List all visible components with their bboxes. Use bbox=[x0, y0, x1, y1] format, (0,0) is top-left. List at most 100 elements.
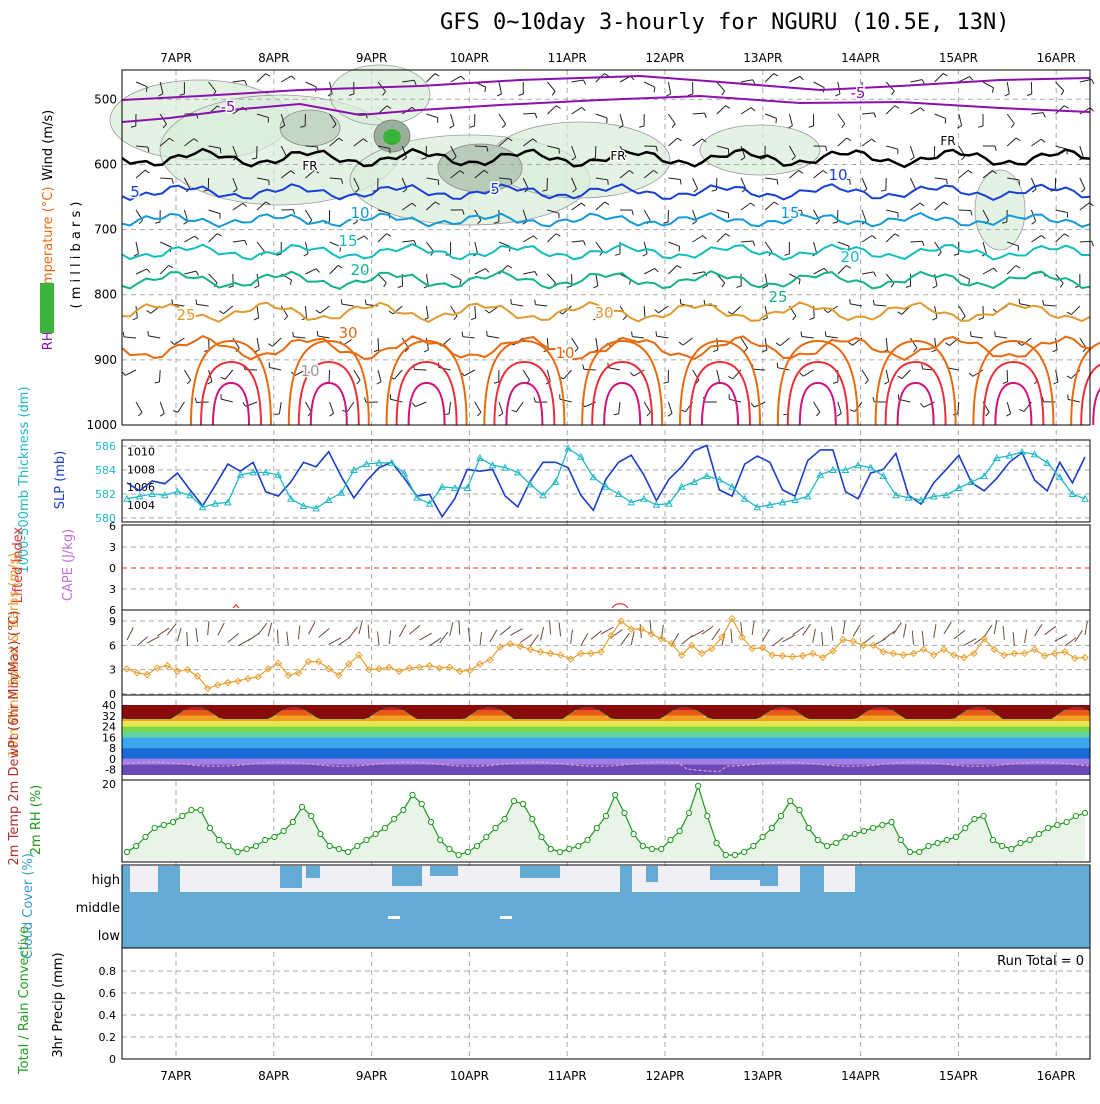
rh-point bbox=[732, 852, 737, 857]
wind-barb bbox=[647, 412, 650, 416]
wind-barb bbox=[292, 76, 296, 79]
wind-barb bbox=[184, 222, 188, 225]
wind-barb bbox=[802, 336, 814, 338]
wind-barb bbox=[693, 236, 703, 242]
wind-barb bbox=[995, 336, 1007, 338]
contour-label: 30 bbox=[594, 304, 613, 322]
wind-barb bbox=[1031, 235, 1041, 242]
surface-wind-barb bbox=[853, 624, 860, 636]
wind-barb bbox=[519, 94, 524, 95]
rh-point bbox=[567, 846, 572, 851]
surface-wind-barb bbox=[954, 630, 965, 638]
cloud-level-label: low bbox=[98, 929, 121, 944]
rh-point bbox=[355, 843, 360, 848]
wind-barb bbox=[619, 402, 620, 414]
wind-barb bbox=[789, 76, 800, 82]
wind-barb bbox=[1064, 234, 1068, 237]
wind-barb bbox=[838, 242, 849, 246]
wind-barb bbox=[535, 272, 537, 276]
rh-point bbox=[990, 837, 995, 842]
rh-point bbox=[696, 783, 701, 788]
wind-barb bbox=[910, 178, 915, 189]
wind-barb bbox=[644, 210, 650, 220]
temperature-contour bbox=[702, 383, 738, 425]
wind-barb bbox=[1054, 382, 1058, 384]
cloud-bar bbox=[880, 866, 890, 886]
wind-barb bbox=[668, 178, 680, 179]
wind-barb bbox=[155, 222, 160, 223]
wind-barb bbox=[184, 236, 194, 242]
wind-barb bbox=[596, 114, 607, 118]
wind-barb bbox=[1020, 304, 1032, 306]
temperature-band bbox=[122, 748, 1090, 759]
wind-barb bbox=[475, 306, 476, 318]
wind-barb bbox=[969, 373, 973, 376]
wind-barb bbox=[741, 108, 751, 114]
temperature-contour bbox=[409, 383, 445, 425]
wind-barb bbox=[705, 113, 707, 118]
surface-wind-barb bbox=[177, 628, 181, 642]
wind-barb bbox=[1056, 210, 1068, 212]
rh-point bbox=[272, 834, 277, 839]
wind-barb bbox=[993, 268, 997, 272]
rh-point bbox=[263, 837, 268, 842]
wind-barb bbox=[983, 242, 986, 254]
wind-barb bbox=[842, 124, 845, 128]
wind-barb bbox=[426, 114, 437, 118]
wind-barb bbox=[765, 178, 777, 180]
wind-speed-line bbox=[127, 619, 1085, 689]
wind-barb bbox=[330, 402, 334, 413]
li-tick-label: 3 bbox=[109, 583, 116, 596]
wind-barb bbox=[552, 91, 555, 95]
wind-barb bbox=[824, 309, 828, 312]
surface-wind-barb bbox=[712, 629, 720, 640]
wind-barb bbox=[221, 377, 226, 379]
rh-point bbox=[953, 834, 958, 839]
surface-wind-barb bbox=[672, 633, 679, 645]
slp-tick-label: 1008 bbox=[127, 463, 155, 476]
rh-point bbox=[788, 798, 793, 803]
surface-wind-barb bbox=[831, 627, 832, 641]
wind-barb bbox=[1061, 91, 1064, 95]
wind-barb bbox=[672, 124, 675, 128]
wind-barb bbox=[995, 331, 996, 336]
cloud-bar bbox=[900, 866, 930, 892]
wind-barb bbox=[254, 286, 259, 288]
wind-barb bbox=[803, 370, 813, 376]
cloud-level-label: high bbox=[92, 873, 120, 888]
pressure-tick-label: 700 bbox=[94, 223, 117, 237]
surface-wind-barb bbox=[1085, 621, 1087, 635]
wind-barb bbox=[799, 170, 803, 173]
wind-barb bbox=[717, 210, 729, 213]
wind-barb bbox=[692, 221, 696, 224]
precip-tick-label: 0.6 bbox=[99, 987, 117, 1000]
wind-barb bbox=[688, 94, 693, 95]
wind-barb bbox=[862, 113, 874, 114]
rh-point bbox=[1036, 831, 1041, 836]
surface-wind-barb bbox=[480, 632, 482, 646]
wind-barb bbox=[862, 210, 866, 221]
wind-barb bbox=[575, 348, 578, 352]
wind-barb bbox=[874, 272, 876, 277]
rh-point bbox=[1082, 810, 1087, 815]
rh-point bbox=[760, 834, 765, 839]
wind-barb bbox=[693, 113, 705, 114]
pressure-tick-label: 1000 bbox=[86, 418, 117, 432]
wind-barb bbox=[485, 87, 486, 92]
rh-point bbox=[613, 792, 618, 797]
cloud-level-label: middle bbox=[76, 901, 120, 916]
wind-barb bbox=[847, 138, 851, 141]
wind-barb bbox=[873, 397, 874, 402]
wind-barb bbox=[125, 370, 136, 375]
top-date-label: 13APR bbox=[743, 51, 782, 65]
wind-barb bbox=[945, 343, 949, 346]
surface-wind-barb bbox=[752, 621, 754, 635]
wind-barb bbox=[1056, 82, 1064, 91]
wind-barb bbox=[547, 82, 555, 91]
wind-barb bbox=[160, 178, 172, 179]
rh-point bbox=[484, 834, 489, 839]
rh-point bbox=[917, 849, 922, 854]
wind-barb bbox=[753, 241, 755, 246]
rh-point bbox=[880, 822, 885, 827]
wind-barb bbox=[935, 178, 947, 179]
